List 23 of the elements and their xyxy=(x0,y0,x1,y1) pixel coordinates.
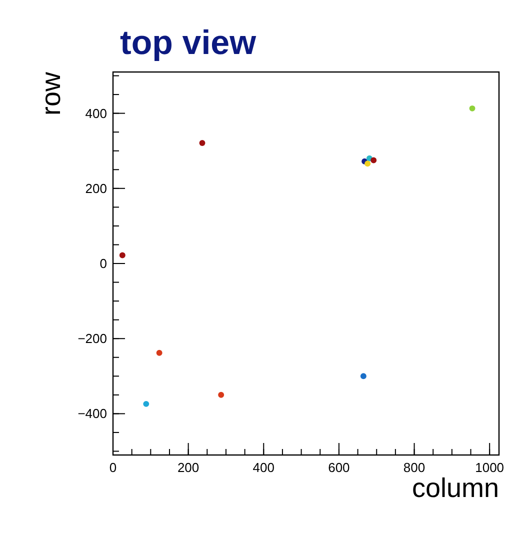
point xyxy=(360,373,366,380)
point xyxy=(199,140,206,146)
x-tick-label: 0 xyxy=(109,460,117,475)
x-tick-label: 400 xyxy=(252,460,274,475)
point xyxy=(370,157,377,164)
y-axis-title: row xyxy=(36,72,66,116)
chart-title: top view xyxy=(120,24,257,62)
y-tick-label: 400 xyxy=(85,106,107,121)
y-tick-label: 0 xyxy=(100,256,107,271)
point xyxy=(364,160,371,167)
point xyxy=(218,392,224,398)
x-tick-label: 600 xyxy=(328,460,350,475)
y-tick-label: −200 xyxy=(78,331,107,346)
y-tick-label: −400 xyxy=(78,406,107,422)
point xyxy=(469,105,476,112)
y-tick-label: 200 xyxy=(85,180,107,196)
point xyxy=(143,400,150,407)
point xyxy=(119,252,126,258)
x-tick-label: 1000 xyxy=(475,460,504,475)
point xyxy=(156,350,162,356)
x-tick-label: 200 xyxy=(177,460,200,475)
x-axis-title: column xyxy=(412,473,499,503)
x-tick-label: 800 xyxy=(403,460,426,475)
